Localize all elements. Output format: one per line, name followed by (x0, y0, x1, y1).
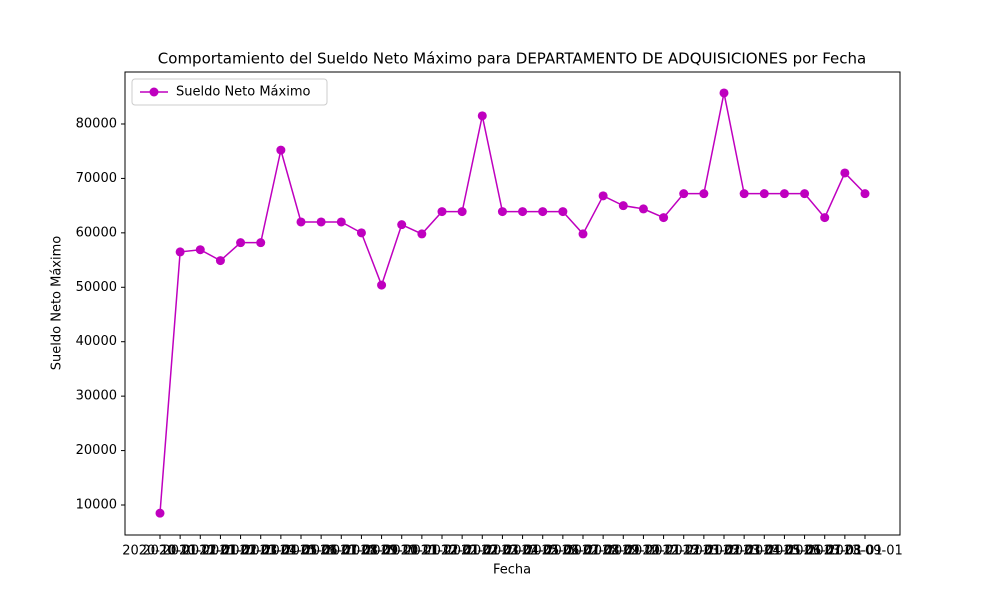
marker (679, 189, 689, 199)
marker (719, 88, 729, 98)
x-tick-label: 2023-05-01 (747, 544, 823, 559)
x-tick-label: 2022-01-01 (424, 544, 500, 559)
x-tick-label: 2022-10-01 (606, 544, 682, 559)
x-tick-label: 2023-07-01 (787, 544, 863, 559)
marker (215, 256, 225, 266)
marker (558, 207, 568, 217)
x-axis-label: Fecha (493, 563, 531, 578)
marker (518, 207, 528, 217)
marker (598, 191, 608, 201)
marker (538, 207, 548, 217)
marker (699, 189, 709, 199)
x-tick-label: 2020-10-01 (122, 544, 198, 559)
marker (739, 189, 749, 199)
x-tick-label: 2021-09-01 (344, 544, 420, 559)
x-tick-label: 2022-07-01 (545, 544, 621, 559)
y-tick-label: 20000 (76, 443, 117, 458)
marker (800, 189, 810, 199)
y-tick-label: 80000 (76, 116, 117, 131)
x-tick-label: 2021-07-01 (304, 544, 380, 559)
marker (195, 245, 205, 255)
marker (820, 213, 830, 223)
marker (296, 217, 306, 227)
y-tick-label: 50000 (76, 280, 117, 295)
x-tick-label: 2022-03-01 (465, 544, 541, 559)
x-tick-label: 2021-06-01 (283, 544, 359, 559)
x-tick-label: 2022-02-01 (445, 544, 521, 559)
chart-title: Comportamiento del Sueldo Neto Máximo pa… (158, 50, 866, 68)
x-tick-label: 2023-04-01 (727, 544, 803, 559)
x-tick-label: 2020-12-01 (163, 544, 239, 559)
marker (497, 207, 507, 217)
marker (336, 217, 346, 227)
x-tick-label: 2023-09-01 (827, 544, 903, 559)
x-tick-label: 2022-06-01 (525, 544, 601, 559)
marker (437, 207, 447, 217)
marker (840, 168, 850, 178)
marker (779, 189, 789, 199)
axes-frame (124, 71, 901, 536)
x-tick-label: 2021-10-01 (364, 544, 440, 559)
marker (477, 111, 487, 121)
legend-marker (149, 87, 159, 97)
marker (618, 201, 628, 211)
y-tick-label: 30000 (76, 389, 117, 404)
marker (256, 238, 266, 248)
y-tick-label: 60000 (76, 225, 117, 240)
marker (175, 247, 185, 257)
x-tick-label: 2023-03-01 (706, 544, 782, 559)
marker (316, 217, 326, 227)
x-tick-label: 2021-12-01 (404, 544, 480, 559)
marker (860, 189, 870, 199)
marker (397, 220, 407, 230)
x-tick-label: 2022-05-01 (505, 544, 581, 559)
marker (659, 213, 669, 223)
legend-label: Sueldo Neto Máximo (176, 85, 310, 100)
marker (155, 508, 165, 518)
x-tick-label: 2022-12-01 (646, 544, 722, 559)
x-tick-label: 2021-01-01 (183, 544, 259, 559)
x-tick-label: 2021-03-01 (223, 544, 299, 559)
y-tick-label: 70000 (76, 171, 117, 186)
y-tick-label: 10000 (76, 498, 117, 513)
y-axis-label: Sueldo Neto Máximo (50, 236, 65, 370)
x-tick-label: 2023-08-01 (807, 544, 883, 559)
x-tick-label: 2021-04-01 (243, 544, 319, 559)
marker (377, 280, 387, 290)
x-tick-label: 2023-02-01 (686, 544, 762, 559)
marker (276, 145, 286, 155)
x-tick-label: 2020-11-01 (142, 544, 218, 559)
marker (457, 207, 467, 217)
marker (236, 238, 246, 248)
marker (578, 229, 588, 239)
legend-box (131, 78, 328, 106)
marker (759, 189, 769, 199)
marker (638, 204, 648, 214)
x-tick-label: 2022-11-01 (626, 544, 702, 559)
marker (356, 228, 366, 238)
x-tick-label: 2022-08-01 (565, 544, 641, 559)
x-tick-label: 2021-11-01 (384, 544, 460, 559)
x-tick-label: 2021-02-01 (203, 544, 279, 559)
x-tick-label: 2022-09-01 (586, 544, 662, 559)
x-tick-label: 2021-08-01 (324, 544, 400, 559)
y-tick-label: 40000 (76, 334, 117, 349)
line (159, 92, 866, 514)
marker (417, 229, 427, 239)
x-tick-label: 2023-06-01 (767, 544, 843, 559)
x-tick-label: 2022-04-01 (485, 544, 561, 559)
x-tick-label: 2021-05-01 (263, 544, 339, 559)
x-tick-label: 2023-01-01 (666, 544, 742, 559)
